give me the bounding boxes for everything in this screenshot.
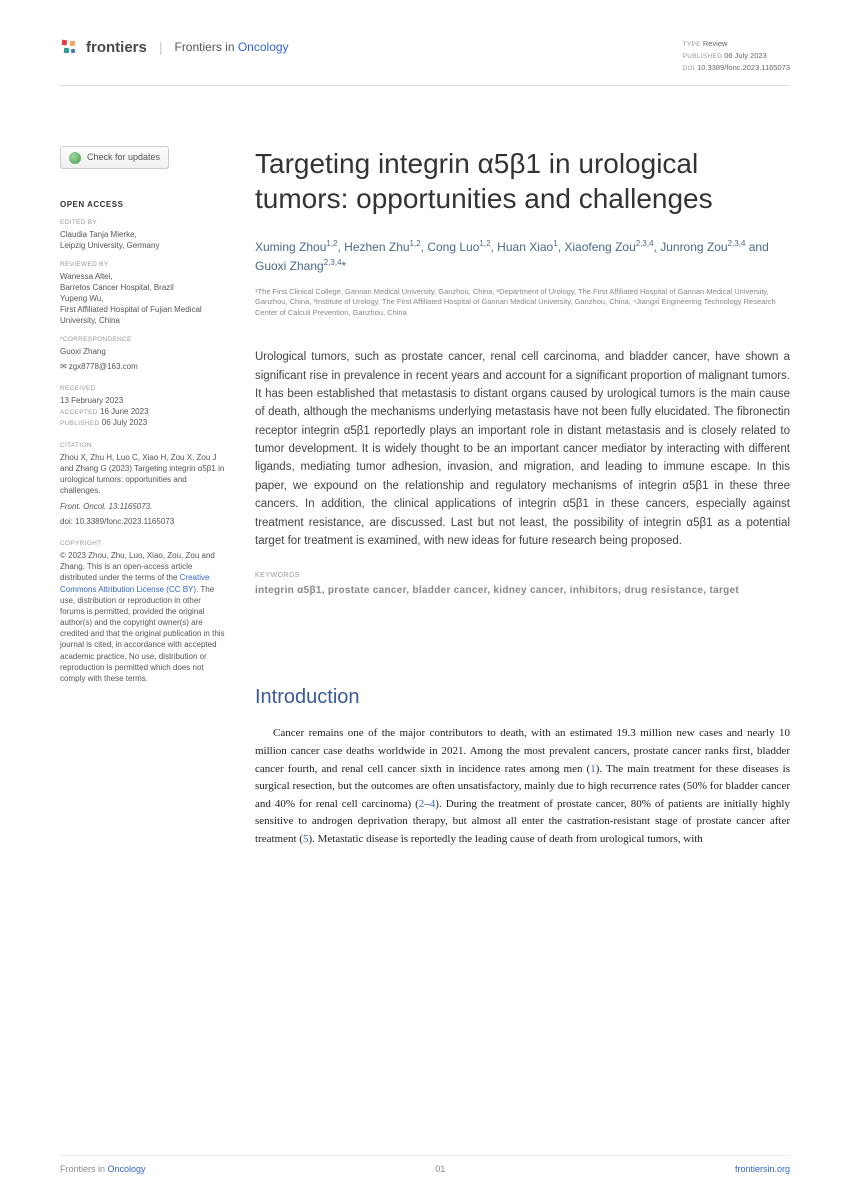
check-updates-icon bbox=[69, 152, 81, 164]
correspondence-name: Guoxi Zhang bbox=[60, 346, 225, 357]
type-label: TYPE bbox=[683, 41, 701, 48]
published2-date: 06 July 2023 bbox=[102, 418, 147, 427]
sidebar: Check for updates OPEN ACCESS EDITED BY … bbox=[60, 146, 225, 848]
copyright-text: © 2023 Zhou, Zhu, Luo, Xiao, Zou, Zou an… bbox=[60, 550, 225, 684]
published-label: PUBLISHED bbox=[683, 53, 723, 60]
footer-url[interactable]: frontiersin.org bbox=[735, 1164, 790, 1174]
header-divider: | bbox=[159, 39, 163, 55]
keywords-label: KEYWORDS bbox=[255, 572, 790, 579]
correspondence-email-row: ✉zgx8778@163.com bbox=[60, 361, 225, 372]
page-header: frontiers | Frontiers in Oncology TYPE R… bbox=[60, 38, 790, 86]
content-row: Check for updates OPEN ACCESS EDITED BY … bbox=[60, 146, 790, 848]
header-left: frontiers | Frontiers in Oncology bbox=[60, 38, 289, 56]
footer-journal-field: Oncology bbox=[108, 1164, 146, 1174]
check-updates-label: Check for updates bbox=[87, 151, 160, 164]
edited-by: Claudia Tanja Mierke, Leipzig University… bbox=[60, 229, 225, 251]
abstract-text: Urological tumors, such as prostate canc… bbox=[255, 348, 790, 550]
main-column: Targeting integrin α5β1 in urological tu… bbox=[255, 146, 790, 848]
journal-prefix: Frontiers in bbox=[174, 40, 237, 54]
correspondence-label: *CORRESPONDENCE bbox=[60, 335, 225, 344]
published-value: 06 July 2023 bbox=[724, 51, 767, 60]
citation-journal: Front. Oncol. 13:1165073. bbox=[60, 501, 225, 512]
introduction-section: Introduction Cancer remains one of the m… bbox=[255, 686, 790, 848]
introduction-heading: Introduction bbox=[255, 686, 790, 709]
authors-list: Xuming Zhou1,2, Hezhen Zhu1,2, Cong Luo1… bbox=[255, 238, 790, 276]
header-meta: TYPE Review PUBLISHED 06 July 2023 DOI 1… bbox=[683, 38, 790, 73]
journal-name: Frontiers in Oncology bbox=[174, 40, 288, 54]
edited-by-label: EDITED BY bbox=[60, 218, 225, 227]
introduction-paragraph: Cancer remains one of the major contribu… bbox=[255, 725, 790, 848]
citation-text: Zhou X, Zhu H, Luo C, Xiao H, Zou X, Zou… bbox=[60, 452, 225, 497]
frontiers-logo-icon bbox=[60, 38, 78, 56]
accepted-label: ACCEPTED bbox=[60, 409, 98, 416]
brand-name: frontiers bbox=[86, 39, 147, 56]
received-date: 13 February 2023 bbox=[60, 396, 123, 405]
copyright-label: COPYRIGHT bbox=[60, 539, 225, 548]
correspondence-email: zgx8778@163.com bbox=[69, 362, 138, 371]
email-icon: ✉ bbox=[60, 361, 67, 372]
page-footer: Frontiers in Oncology 01 frontiersin.org bbox=[60, 1155, 790, 1174]
footer-left: Frontiers in Oncology bbox=[60, 1164, 146, 1174]
footer-page-number: 01 bbox=[435, 1164, 445, 1174]
copyright-post: . The use, distribution or reproduction … bbox=[60, 585, 225, 684]
doi-value: 10.3389/fonc.2023.1165073 bbox=[697, 63, 790, 72]
type-value: Review bbox=[703, 39, 728, 48]
intro-text-d: ). Metastatic disease is reportedly the … bbox=[308, 833, 702, 845]
reviewed-by: Wanessa Altei, Barretos Cancer Hospital,… bbox=[60, 271, 225, 327]
accepted-date: 16 June 2023 bbox=[100, 407, 149, 416]
article-title: Targeting integrin α5β1 in urological tu… bbox=[255, 146, 790, 216]
received-label: RECEIVED bbox=[60, 384, 225, 393]
page-container: frontiers | Frontiers in Oncology TYPE R… bbox=[0, 0, 850, 1202]
keywords: integrin α5β1, prostate cancer, bladder … bbox=[255, 585, 790, 596]
footer-journal-prefix: Frontiers in bbox=[60, 1164, 108, 1174]
doi-label: DOI bbox=[683, 65, 695, 72]
open-access-heading: OPEN ACCESS bbox=[60, 199, 225, 210]
published2-label: PUBLISHED bbox=[60, 420, 100, 427]
check-updates-button[interactable]: Check for updates bbox=[60, 146, 169, 169]
citation-label: CITATION bbox=[60, 441, 225, 450]
journal-field: Oncology bbox=[238, 40, 289, 54]
affiliations: ¹The First Clinical College, Gannan Medi… bbox=[255, 287, 790, 319]
citation-doi: doi: 10.3389/fonc.2023.1165073 bbox=[60, 516, 225, 527]
reviewed-by-label: REVIEWED BY bbox=[60, 260, 225, 269]
